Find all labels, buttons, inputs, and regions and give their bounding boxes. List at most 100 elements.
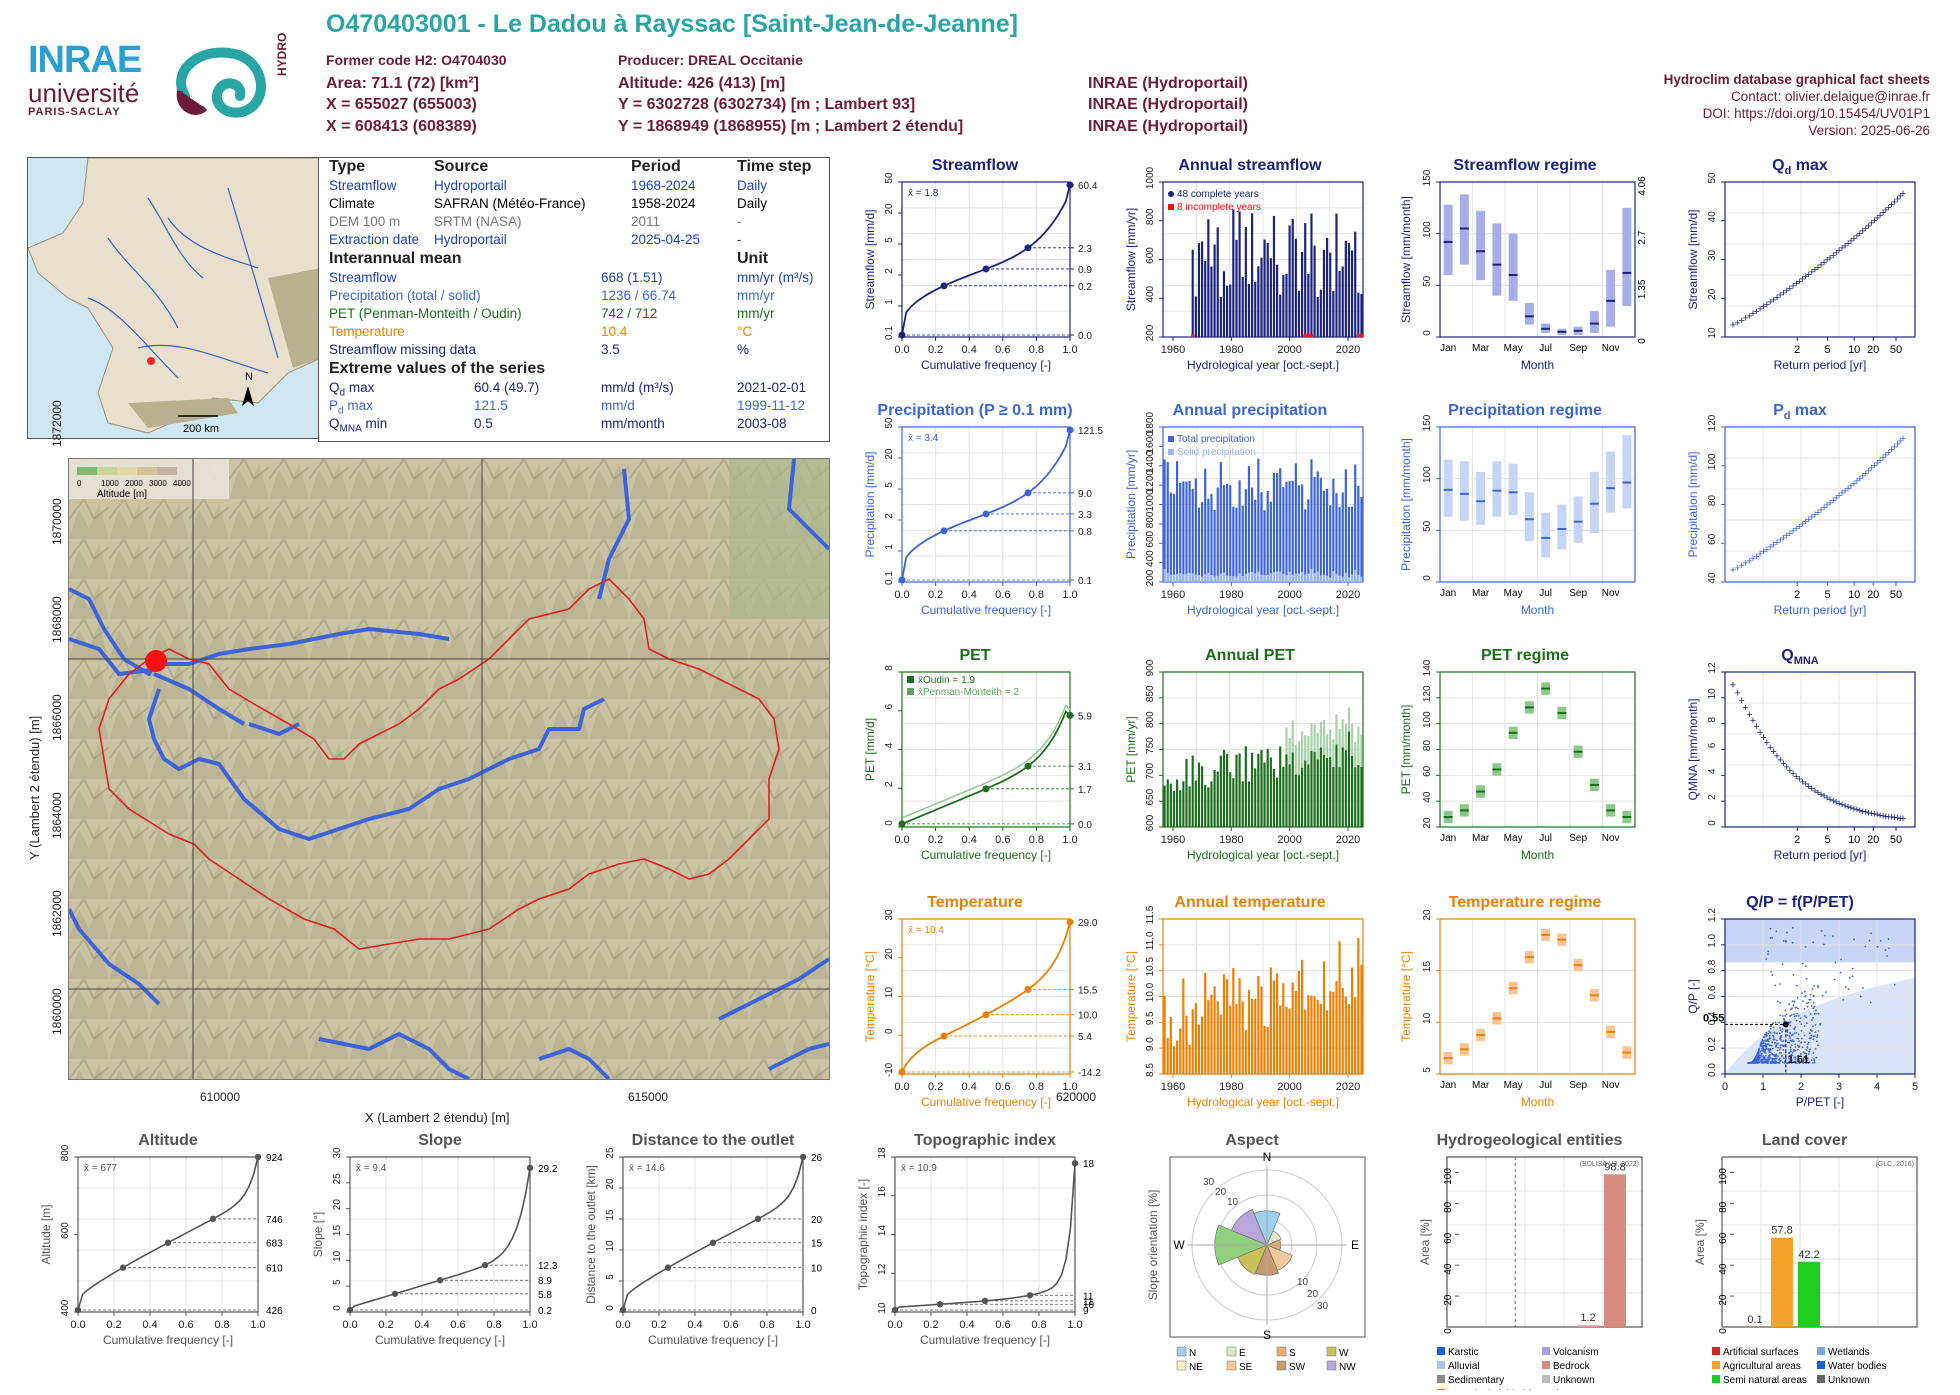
- y-tick-label: 5: [884, 482, 895, 488]
- bar: [1292, 752, 1294, 827]
- data-point: [1781, 1031, 1783, 1033]
- altitude-legend-swatch: [117, 467, 137, 475]
- y-tick-label: 60: [1443, 1232, 1454, 1244]
- legend-swatch: [1327, 1361, 1336, 1370]
- y-tick-label: 100: [1718, 1168, 1729, 1185]
- data-point: [1774, 1042, 1776, 1044]
- y-tick-label: 5: [605, 1274, 616, 1280]
- data-point: [1779, 983, 1781, 985]
- bar-solid: [1360, 577, 1362, 582]
- legend-label: Artificial surfaces: [1723, 1347, 1799, 1358]
- bar: [1226, 484, 1228, 582]
- y-tick-label: 100: [1422, 711, 1433, 728]
- bar: [1314, 752, 1316, 827]
- data-point: [1776, 1043, 1778, 1045]
- bar: [1235, 508, 1237, 582]
- bar: [1170, 784, 1172, 827]
- bar-label: 1.2: [1580, 1312, 1595, 1324]
- y-axis-label: Altitude [m]: [39, 1204, 53, 1264]
- data-point: [1769, 1025, 1771, 1027]
- data-point: [1823, 943, 1825, 945]
- y-axis-label: PET [mm/yr]: [1124, 716, 1138, 782]
- bar-solid: [1273, 572, 1275, 582]
- y-axis-label: Streamflow [mm/month]: [1399, 196, 1413, 323]
- bar: [1248, 990, 1250, 1074]
- x-tick-label: 10: [1848, 834, 1860, 846]
- x-tick-label: 1960: [1161, 344, 1185, 356]
- bar: [1345, 241, 1347, 337]
- bar: [1604, 1174, 1626, 1327]
- y-tick-label: 30: [1707, 250, 1718, 262]
- bar: [1254, 282, 1256, 337]
- y-axis-label: Streamflow [mm/d]: [1686, 209, 1700, 309]
- data-point: [1777, 1047, 1779, 1049]
- data-point: [1786, 1034, 1788, 1036]
- data-point: [1790, 1008, 1792, 1010]
- legend-label: Intensively folded formation: [1448, 1389, 1570, 1390]
- y-tick-label: 0.1: [884, 326, 895, 340]
- data-point: [1800, 1041, 1802, 1043]
- bar: [1335, 744, 1337, 827]
- data-point: [1766, 1035, 1768, 1037]
- mean-label: x̄ = 9.4: [356, 1163, 387, 1174]
- x-axis-label: Month: [1521, 848, 1554, 862]
- data-point: [1793, 1000, 1795, 1002]
- bar: [1217, 227, 1219, 337]
- x-tick-label: 10: [1848, 589, 1860, 601]
- bar-solid: [1323, 575, 1325, 582]
- data-point: [1780, 1037, 1782, 1039]
- paris-saclay-logo-text: PARIS-SACLAY: [28, 106, 178, 118]
- y-tick-label: 9.0: [1145, 1037, 1156, 1051]
- x-axis-label: Month: [1521, 358, 1554, 372]
- bar: [1264, 510, 1266, 582]
- bar-solid: [1254, 573, 1256, 582]
- y-tick-label: 10.5: [1145, 956, 1156, 976]
- x-axis-label: Cumulative frequency [-]: [920, 1333, 1050, 1347]
- bar: [1285, 482, 1287, 582]
- right-tick-label: 121.5: [1078, 426, 1103, 437]
- bar-solid: [1310, 569, 1312, 582]
- y-tick-label: 20: [884, 948, 895, 960]
- y-tick-label: 0: [1718, 1328, 1729, 1334]
- bar: [1210, 267, 1212, 337]
- bar: [1282, 487, 1284, 582]
- data-point: [1794, 1032, 1796, 1034]
- data-point: [1798, 1015, 1800, 1017]
- bar: [1295, 991, 1297, 1074]
- y-axis-label: Streamflow [mm/d]: [863, 209, 877, 309]
- data-point: [1762, 1055, 1764, 1057]
- right-tick-label: 2.7: [1637, 230, 1648, 244]
- x-tick-label: Mar: [1472, 588, 1490, 599]
- map-y-tick-label: 1868000: [50, 596, 64, 643]
- bar: [1232, 507, 1234, 582]
- data-point: [1810, 1013, 1812, 1015]
- data-point: [1877, 946, 1879, 948]
- data-point: [1756, 1055, 1758, 1057]
- legend-label: Wetlands: [1828, 1347, 1870, 1358]
- data-point: [1778, 1059, 1780, 1061]
- data-point: [1770, 1031, 1772, 1033]
- bar-solid: [1176, 574, 1178, 582]
- x-tick-label: 2000: [1277, 1081, 1301, 1093]
- bar: [1185, 482, 1187, 582]
- data-point: [1770, 1028, 1772, 1030]
- bar: [1335, 981, 1337, 1074]
- bar: [1317, 1000, 1319, 1074]
- data-point: [1814, 1031, 1816, 1033]
- legend-pm: x̄Penman-Monteith = 2: [918, 687, 1019, 698]
- data-point: [1759, 1062, 1761, 1064]
- bar-solid: [1285, 575, 1287, 582]
- y-axis-label: Slope [°]: [311, 1212, 325, 1258]
- bar: [1232, 209, 1234, 337]
- legend-swatch: [1437, 1375, 1445, 1383]
- bar: [1260, 258, 1262, 337]
- bar-solid: [1345, 573, 1347, 582]
- bar-solid: [1279, 571, 1281, 582]
- bar: [1257, 976, 1259, 1074]
- legend-label: Agricultural areas: [1723, 1361, 1801, 1372]
- curve-line: [623, 1157, 803, 1310]
